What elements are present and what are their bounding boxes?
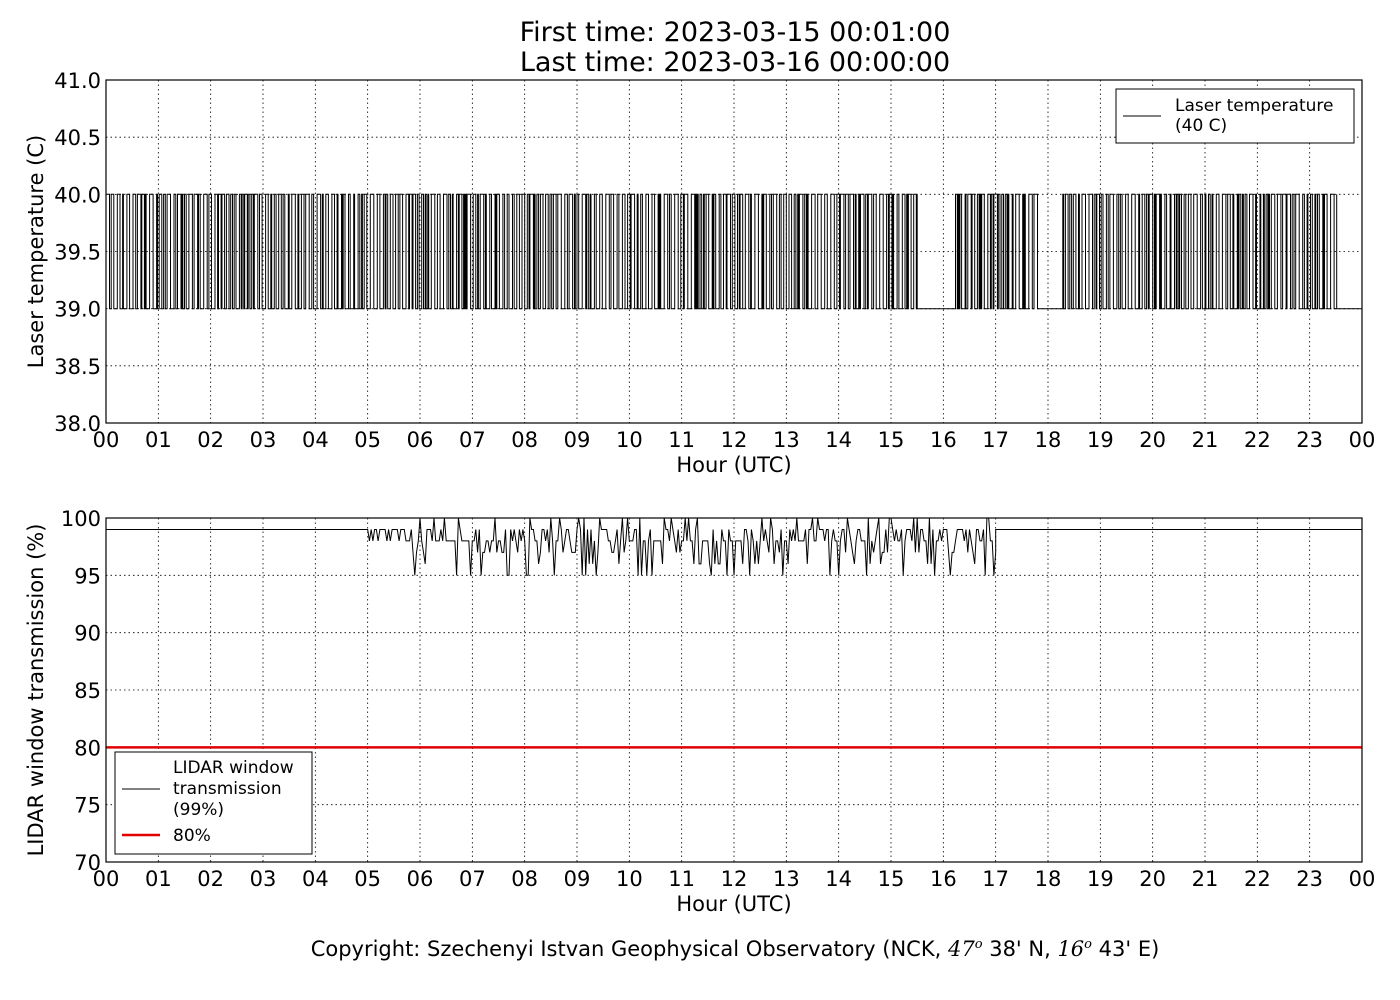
laser-temp-x-axis-label: Hour (UTC) (676, 453, 791, 477)
lidar-transmission-x-tick-label: 02 (197, 867, 224, 891)
laser-temp-x-tick-label: 15 (878, 428, 905, 452)
lidar-transmission-legend-label: 80% (173, 826, 211, 846)
lidar-transmission-y-tick-label: 85 (74, 679, 101, 703)
longitude-minutes: 43' E) (1092, 937, 1160, 961)
lidar-transmission-x-tick-label: 12 (721, 867, 748, 891)
laser-temp-axes-frame (105, 79, 1363, 424)
lidar-transmission-x-tick-label: 22 (1244, 867, 1271, 891)
laser-temp-x-tick-label: 07 (459, 428, 486, 452)
lidar-transmission-x-tick-label: 07 (459, 867, 486, 891)
lidar-transmission-x-tick-label: 21 (1192, 867, 1219, 891)
latitude-degree-symbol: o (974, 937, 983, 952)
laser-temp-x-tick-label: 08 (511, 428, 538, 452)
lidar-transmission-y-tick-label: 70 (74, 851, 101, 875)
lidar-transmission-x-tick-label: 18 (1035, 867, 1062, 891)
lidar-transmission-y-tick-label: 75 (74, 794, 101, 818)
lidar-transmission-x-tick-label: 04 (302, 867, 329, 891)
laser-temp-y-tick-label: 40.0 (54, 183, 101, 207)
laser-temp-x-tick-label: 06 (407, 428, 434, 452)
copyright-footer: Copyright: Szechenyi Istvan Geophysical … (0, 937, 1400, 961)
lidar-transmission-x-tick-label: 05 (354, 867, 381, 891)
laser-temp-x-tick-label: 11 (668, 428, 695, 452)
lidar-transmission-legend-label: (99%) (173, 800, 224, 820)
laser-temp-x-tick-label: 13 (773, 428, 800, 452)
laser-temp-y-tick-label: 39.0 (54, 298, 101, 322)
laser-temp-x-tick-label: 17 (982, 428, 1009, 452)
lidar-transmission-x-tick-label: 16 (930, 867, 957, 891)
lidar-transmission-y-tick-label: 100 (61, 507, 101, 531)
laser-temp-x-tick-label: 10 (616, 428, 643, 452)
lidar-transmission-x-tick-label: 06 (407, 867, 434, 891)
copyright-text: Copyright: Szechenyi Istvan Geophysical … (310, 937, 948, 961)
lidar-transmission-series-line (106, 518, 1362, 576)
lidar-transmission-legend-box (114, 751, 313, 855)
lidar-transmission-x-tick-label: 11 (668, 867, 695, 891)
lidar-transmission-x-tick-label: 23 (1296, 867, 1323, 891)
laser-temp-series-line (106, 193, 1362, 310)
laser-temp-x-tick-label: 00 (1349, 428, 1376, 452)
laser-temp-y-tick-label: 38.5 (54, 355, 101, 379)
chart-title-first-time: First time: 2023-03-15 00:01:00 (519, 17, 951, 48)
laser-temp-y-tick-label: 41.0 (54, 69, 101, 93)
chart-title-last-time: Last time: 2023-03-16 00:00:00 (519, 47, 951, 78)
laser-temp-x-tick-label: 20 (1139, 428, 1166, 452)
laser-temp-x-tick-label: 23 (1296, 428, 1323, 452)
laser-temp-x-tick-label: 21 (1192, 428, 1219, 452)
laser-temp-x-tick-label: 01 (145, 428, 172, 452)
lidar-transmission-plot-area (106, 518, 1362, 749)
lidar-transmission-x-tick-label: 17 (982, 867, 1009, 891)
lidar-transmission-x-tick-label: 14 (825, 867, 852, 891)
lidar-transmission-x-tick-label: 03 (250, 867, 277, 891)
lidar-transmission-x-tick-label: 01 (145, 867, 172, 891)
lidar-transmission-y-tick-label: 90 (74, 622, 101, 646)
lidar-transmission-legend-label: transmission (173, 779, 282, 799)
lidar-transmission-x-tick-label: 09 (564, 867, 591, 891)
laser-temp-y-tick-label: 40.5 (54, 126, 101, 150)
laser-temp-plot-area (106, 193, 1362, 310)
longitude-degrees: 16 (1057, 937, 1085, 961)
longitude-degree-symbol: o (1084, 937, 1092, 952)
lidar-transmission-x-tick-label: 10 (616, 867, 643, 891)
lidar-transmission-x-tick-label: 00 (93, 867, 120, 891)
laser-temp-y-tick-label: 38.0 (54, 412, 101, 436)
laser-temp-x-tick-label: 19 (1087, 428, 1114, 452)
laser-temp-legend-label: (40 C) (1175, 116, 1227, 136)
laser-temp-x-tick-label: 12 (721, 428, 748, 452)
laser-temp-y-axis-label: Laser temperature (C) (24, 135, 48, 368)
laser-temp-y-tick-label: 39.5 (54, 241, 101, 265)
laser-temp-x-tick-label: 02 (197, 428, 224, 452)
lidar-transmission-x-axis-label: Hour (UTC) (676, 892, 791, 916)
lidar-transmission-x-tick-label: 19 (1087, 867, 1114, 891)
lidar-transmission-x-tick-label: 08 (511, 867, 538, 891)
latitude-degrees: 47 (947, 937, 975, 961)
laser-temp-x-tick-label: 05 (354, 428, 381, 452)
laser-temp-x-tick-label: 18 (1035, 428, 1062, 452)
laser-temp-x-tick-label: 00 (93, 428, 120, 452)
lidar-transmission-x-tick-label: 00 (1349, 867, 1376, 891)
lidar-transmission-y-tick-label: 80 (74, 736, 101, 760)
laser-temp-x-tick-label: 22 (1244, 428, 1271, 452)
latitude-minutes: 38' N, (982, 937, 1058, 961)
lidar-transmission-x-tick-label: 15 (878, 867, 905, 891)
lidar-transmission-x-tick-label: 13 (773, 867, 800, 891)
lidar-transmission-y-tick-label: 95 (74, 564, 101, 588)
laser-temp-x-tick-label: 04 (302, 428, 329, 452)
lidar-transmission-legend-label: LIDAR window (173, 758, 294, 778)
laser-temp-x-tick-label: 03 (250, 428, 277, 452)
lidar-transmission-y-axis-label: LIDAR window transmission (%) (24, 524, 48, 857)
laser-temp-x-tick-label: 14 (825, 428, 852, 452)
laser-temp-x-tick-label: 16 (930, 428, 957, 452)
lidar-transmission-x-tick-label: 20 (1139, 867, 1166, 891)
laser-temp-legend-label: Laser temperature (1175, 96, 1333, 116)
lidar-transmission-axes-frame (105, 517, 1363, 863)
laser-temp-x-tick-label: 09 (564, 428, 591, 452)
